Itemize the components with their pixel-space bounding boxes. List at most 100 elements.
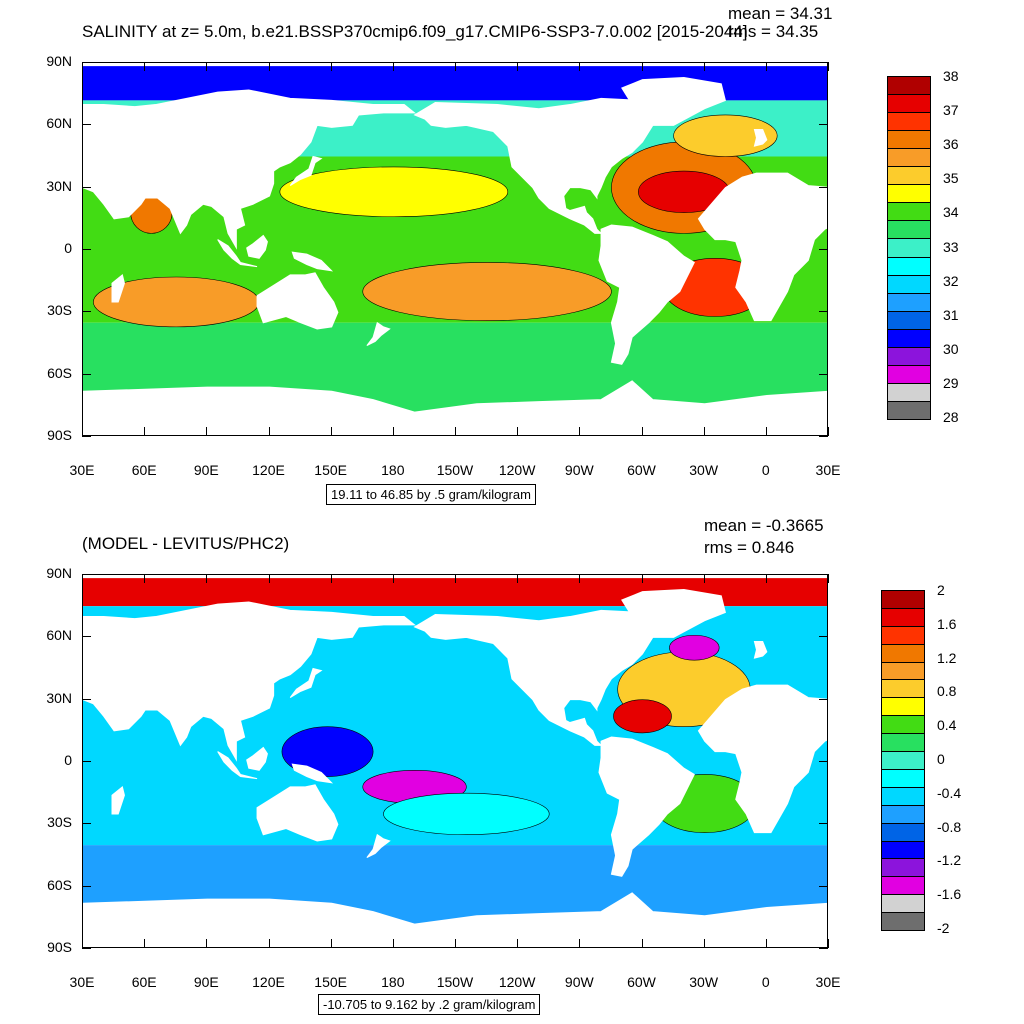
subpolar-atlantic-region xyxy=(673,114,778,157)
x-tick-mark xyxy=(517,62,519,71)
x-tick-mark xyxy=(765,427,767,436)
x-tick-label: 150W xyxy=(436,462,474,478)
y-tick-mark xyxy=(82,311,91,313)
y-tick-mark xyxy=(819,885,828,887)
colorbar-label: 34 xyxy=(943,204,959,221)
y-tick-label: 60N xyxy=(46,115,72,132)
colorbar-segment xyxy=(887,400,931,420)
rms-stat: rms = 0.846 xyxy=(704,538,795,557)
antarctica-land xyxy=(83,380,827,435)
colorbar-segment xyxy=(887,184,931,204)
antarctica-land xyxy=(83,892,827,947)
colorbar-label: -0.4 xyxy=(937,784,962,801)
x-tick-mark xyxy=(268,939,270,948)
south-pacific-gyre-region xyxy=(362,262,612,321)
x-tick-label: 30E xyxy=(69,462,95,478)
colorbar-segment xyxy=(881,715,925,735)
x-tick-mark xyxy=(392,939,394,948)
colorbar-label: -1.6 xyxy=(937,886,962,903)
australia-land xyxy=(256,272,339,330)
colorbar-segment xyxy=(881,804,925,824)
colorbar-label: -2 xyxy=(937,920,950,936)
x-tick-label: 0 xyxy=(761,462,770,478)
colorbar-segment xyxy=(881,679,925,699)
colorbar-segment xyxy=(881,786,925,806)
colorbar-segment xyxy=(887,166,931,186)
y-tick-mark xyxy=(82,761,91,762)
y-tick-label: 60N xyxy=(46,627,72,644)
x-tick-label: 60E xyxy=(131,462,157,478)
x-tick-label: 120W xyxy=(498,462,536,478)
colorbar-label: 36 xyxy=(943,136,959,153)
y-tick-mark xyxy=(819,62,828,63)
colorbar-segment xyxy=(887,112,931,132)
colorbar-label: 33 xyxy=(943,238,959,255)
x-tick-mark xyxy=(579,939,581,948)
y-tick-mark xyxy=(82,436,91,437)
colorbar-segment xyxy=(881,590,925,609)
x-tick-label: 60W xyxy=(627,462,656,478)
labrador-sea-region xyxy=(669,634,720,661)
x-tick-label: 180 xyxy=(381,974,405,990)
x-tick-mark xyxy=(579,574,581,583)
y-tick-mark xyxy=(82,373,91,375)
x-tick-mark xyxy=(206,574,208,583)
y-tick-label: 90N xyxy=(46,53,72,69)
x-tick-mark xyxy=(392,427,394,436)
borneo-land xyxy=(246,234,268,259)
colorbar-segment xyxy=(881,643,925,663)
x-tick-label: 90W xyxy=(564,462,594,478)
colorbar-segment xyxy=(881,751,925,770)
x-tick-label: 120E xyxy=(252,462,285,478)
y-tick-mark xyxy=(819,761,828,762)
x-tick-mark xyxy=(144,939,146,948)
x-tick-label: 150W xyxy=(436,974,474,990)
colorbar-segment xyxy=(887,76,931,96)
y-tick-label: 30N xyxy=(46,689,72,706)
colorbar-label: 32 xyxy=(943,272,959,289)
x-tick-mark xyxy=(455,62,456,71)
y-tick-label: 30S xyxy=(47,814,72,831)
colorbar-segment xyxy=(887,346,931,366)
x-tick-mark xyxy=(703,574,705,583)
x-tick-mark xyxy=(268,574,270,583)
japan-land xyxy=(289,155,323,187)
x-tick-label: 150E xyxy=(314,462,347,478)
south-america-land xyxy=(598,224,695,365)
x-tick-mark xyxy=(641,427,643,436)
y-tick-mark xyxy=(82,124,91,126)
x-tick-mark xyxy=(828,939,829,948)
x-tick-mark xyxy=(144,427,146,436)
x-tick-mark xyxy=(82,427,83,436)
x-tick-label: 30E xyxy=(815,974,841,990)
y-tick-mark xyxy=(819,823,828,825)
x-tick-mark xyxy=(641,574,643,583)
y-tick-mark xyxy=(82,249,91,250)
x-tick-mark xyxy=(765,62,767,71)
uk-land xyxy=(753,640,768,659)
x-tick-mark xyxy=(144,574,146,583)
x-tick-mark xyxy=(206,62,208,71)
colorbar-segment xyxy=(887,130,931,150)
y-tick-mark xyxy=(819,436,828,437)
y-tick-label: 60S xyxy=(47,876,72,893)
colorbar-label: 0.4 xyxy=(937,717,957,734)
y-tick-mark xyxy=(819,698,828,700)
x-tick-mark xyxy=(765,939,767,948)
x-tick-mark xyxy=(579,427,581,436)
x-tick-mark xyxy=(765,574,767,583)
colorbar-label: 0.8 xyxy=(937,683,957,700)
x-tick-mark xyxy=(641,62,643,71)
new-guinea-land xyxy=(291,251,334,272)
y-tick-mark xyxy=(82,948,91,949)
x-tick-mark xyxy=(828,427,829,436)
x-tick-mark xyxy=(828,574,829,583)
x-tick-mark xyxy=(455,427,456,436)
y-tick-mark xyxy=(82,62,91,63)
colorbar-segment xyxy=(881,625,925,645)
madagascar-land xyxy=(111,274,125,303)
x-tick-mark xyxy=(82,574,83,583)
y-tick-mark xyxy=(819,186,828,188)
colorbar-segment xyxy=(887,274,931,294)
x-tick-mark xyxy=(330,574,332,583)
